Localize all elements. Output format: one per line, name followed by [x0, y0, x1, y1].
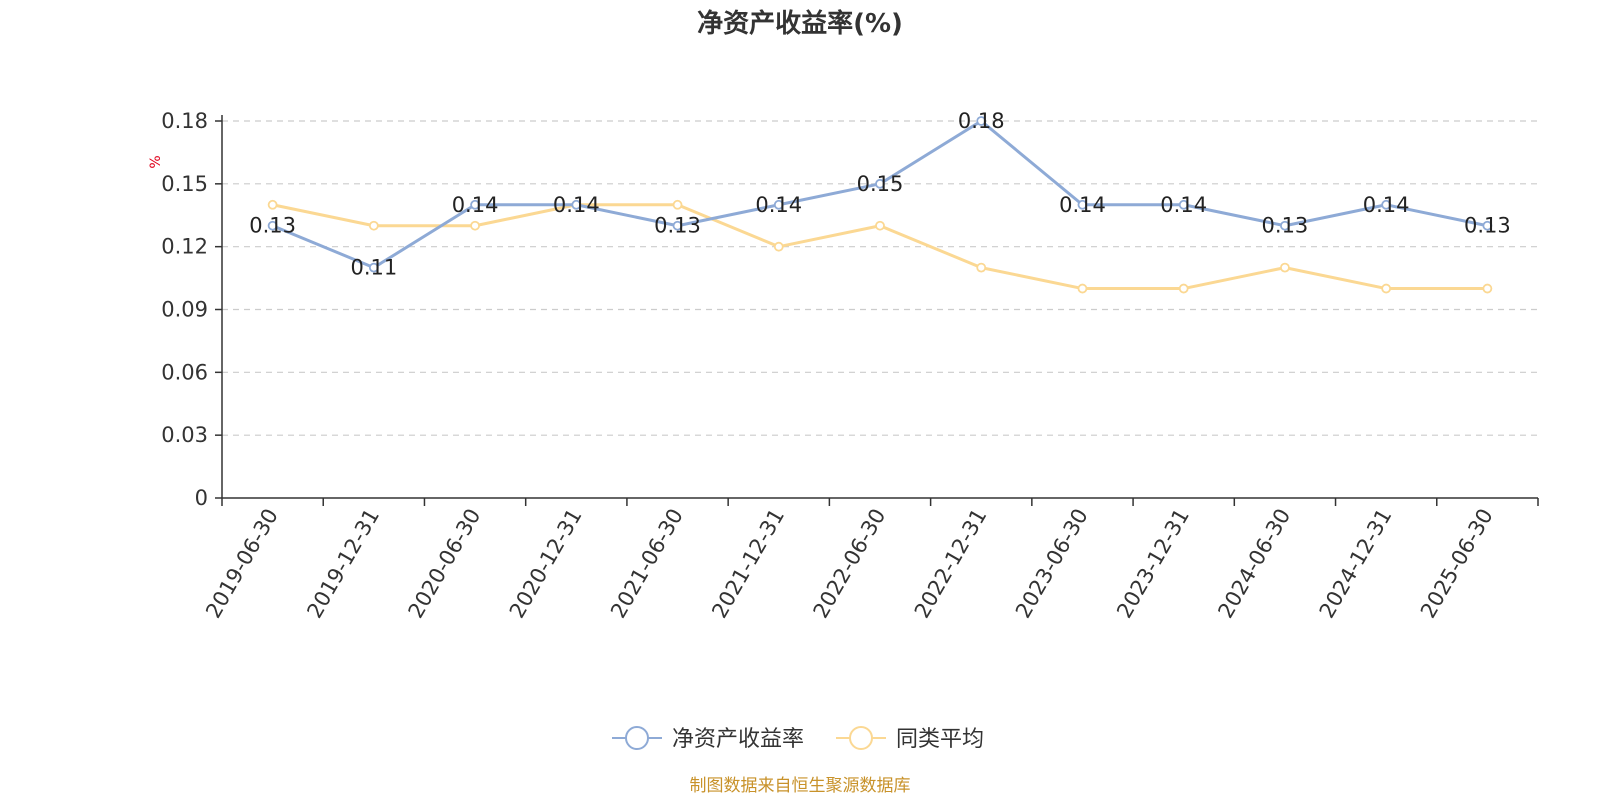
y-tick-label: 0 [195, 486, 208, 510]
x-tick-label: 2023-06-30 [1011, 505, 1093, 623]
data-label-roe: 0.14 [755, 193, 802, 217]
y-tick-label: 0.15 [161, 172, 208, 196]
data-label-roe: 0.14 [553, 193, 600, 217]
x-tick-label: 2021-06-30 [606, 505, 688, 623]
point-peer-average [1381, 283, 1392, 294]
point-peer-average [875, 220, 885, 231]
point-peer-average [1178, 283, 1189, 294]
point-roe [1280, 220, 1290, 231]
point-roe [773, 199, 784, 210]
data-source-note: 制图数据来自恒生聚源数据库 [690, 776, 911, 796]
legend-item-peer-average[interactable]: 同类平均 [836, 726, 984, 752]
x-tick-label: 2020-06-30 [404, 504, 486, 622]
axes: 0 0.03 0.06 0.09 0.12 0.15 0.18 2019-06-30 2019-… [161, 109, 1539, 623]
point-roe [1482, 220, 1493, 231]
x-tick-label: 2020-12-31 [505, 505, 587, 623]
legend-marker-peer-average [849, 726, 873, 750]
point-roe [267, 220, 278, 231]
series-lines [267, 116, 1493, 294]
data-label-roe: 0.14 [452, 193, 499, 217]
y-tick-label: 0.12 [161, 235, 208, 259]
legend-label-peer-average: 同类平均 [896, 727, 984, 752]
data-label-roe: 0.14 [1363, 193, 1410, 217]
data-label-roe: 0.13 [1464, 214, 1511, 238]
x-tick-label: 2022-12-31 [910, 504, 992, 622]
point-peer-average [672, 199, 683, 210]
point-roe [875, 178, 885, 189]
y-tick-label: 0.18 [161, 109, 208, 133]
point-roe [571, 199, 582, 210]
chart-title: 净资产收益率(%) [697, 8, 903, 39]
point-peer-average [470, 220, 480, 231]
x-tick-label: 2022-06-30 [809, 505, 891, 623]
point-roe [672, 220, 683, 231]
point-peer-average [267, 199, 278, 210]
y-tick-label: 0.03 [161, 423, 208, 447]
point-peer-average [773, 241, 784, 252]
y-axis-unit-label: % [148, 155, 164, 168]
x-tick-label: 2021-12-31 [707, 505, 789, 623]
point-peer-average [1482, 283, 1493, 294]
data-label-roe: 0.14 [1160, 193, 1207, 217]
point-roe [976, 116, 987, 126]
legend[interactable]: 净资产收益率 同类平均 [612, 726, 984, 752]
data-label-roe: 0.18 [958, 109, 1005, 133]
point-peer-average [1077, 283, 1088, 294]
x-tick-label: 2019-12-31 [302, 505, 384, 623]
data-label-roe: 0.13 [249, 214, 296, 238]
point-peer-average [1280, 262, 1290, 273]
point-roe [470, 199, 480, 210]
data-label-roe: 0.11 [350, 256, 397, 280]
x-tick-label: 2024-06-30 [1213, 505, 1295, 623]
x-tick-label: 2025-06-30 [1416, 505, 1498, 623]
x-tick-label: 2019-06-30 [201, 505, 283, 623]
legend-item-roe[interactable]: 净资产收益率 [612, 726, 804, 752]
point-peer-average [368, 220, 379, 231]
data-label-roe: 0.15 [857, 172, 904, 196]
y-tick-label: 0.09 [161, 298, 208, 322]
point-peer-average [976, 262, 987, 273]
data-labels: 0.13 0.11 0.14 0.14 0.13 0.14 0.15 0.18 0.14 0.14… [249, 109, 1511, 280]
data-label-roe: 0.13 [654, 214, 701, 238]
point-roe [1178, 199, 1189, 210]
data-label-roe: 0.14 [1059, 193, 1106, 217]
x-tick-label: 2024-12-31 [1315, 505, 1397, 623]
point-roe [368, 262, 379, 273]
point-roe [1077, 199, 1088, 210]
y-tick-label: 0.06 [161, 360, 208, 384]
x-tick-label: 2023-12-31 [1112, 505, 1194, 623]
legend-label-roe: 净资产收益率 [672, 727, 804, 752]
data-label-roe: 0.13 [1262, 214, 1309, 238]
point-roe [1381, 199, 1392, 210]
legend-marker-roe [625, 726, 649, 750]
